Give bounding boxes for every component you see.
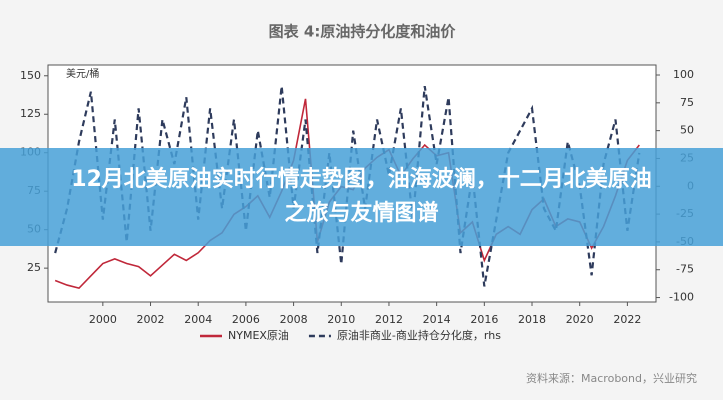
y-tick-label: 150 <box>20 69 41 82</box>
x-tick-label: 2018 <box>518 313 546 326</box>
chart-title: 图表 4:原油持分化度和油价 <box>269 23 457 41</box>
y2-tick-label: 50 <box>680 124 694 137</box>
source: 资料来源：Macrobond，兴业研究 <box>526 371 697 385</box>
banner-text: 12月北美原油实时行情走势图，油海波澜，十二月北美原油之旅与友情图谱 <box>71 167 652 226</box>
x-tick-label: 2022 <box>613 313 641 326</box>
x-tick-label: 2004 <box>184 313 212 326</box>
x-tick-label: 2012 <box>375 313 403 326</box>
x-tick-label: 2010 <box>327 313 355 326</box>
y2-tick-label: 100 <box>673 68 694 81</box>
x-tick-label: 2014 <box>423 313 451 326</box>
banner: 12月北美原油实时行情走势图，油海波澜，十二月北美原油之旅与友情图谱 <box>0 148 723 246</box>
x-tick-label: 2016 <box>470 313 498 326</box>
y2-tick-label: -100 <box>669 291 694 304</box>
x-tick-label: 2008 <box>280 313 308 326</box>
x-tick-label: 2020 <box>566 313 594 326</box>
x-tick-label: 2000 <box>89 313 117 326</box>
x-tick-label: 2002 <box>137 313 165 326</box>
legend-label: 原油非商业-商业持仓分化度，rhs <box>337 328 501 342</box>
legend-label: NYMEX原油 <box>228 328 289 342</box>
y-tick-label: 25 <box>27 261 41 274</box>
y2-tick-label: -75 <box>676 263 694 276</box>
y-axis-label: 美元/桶 <box>66 67 99 80</box>
y2-tick-label: 75 <box>680 96 694 109</box>
x-tick-label: 2006 <box>232 313 260 326</box>
y-tick-label: 125 <box>20 107 41 120</box>
